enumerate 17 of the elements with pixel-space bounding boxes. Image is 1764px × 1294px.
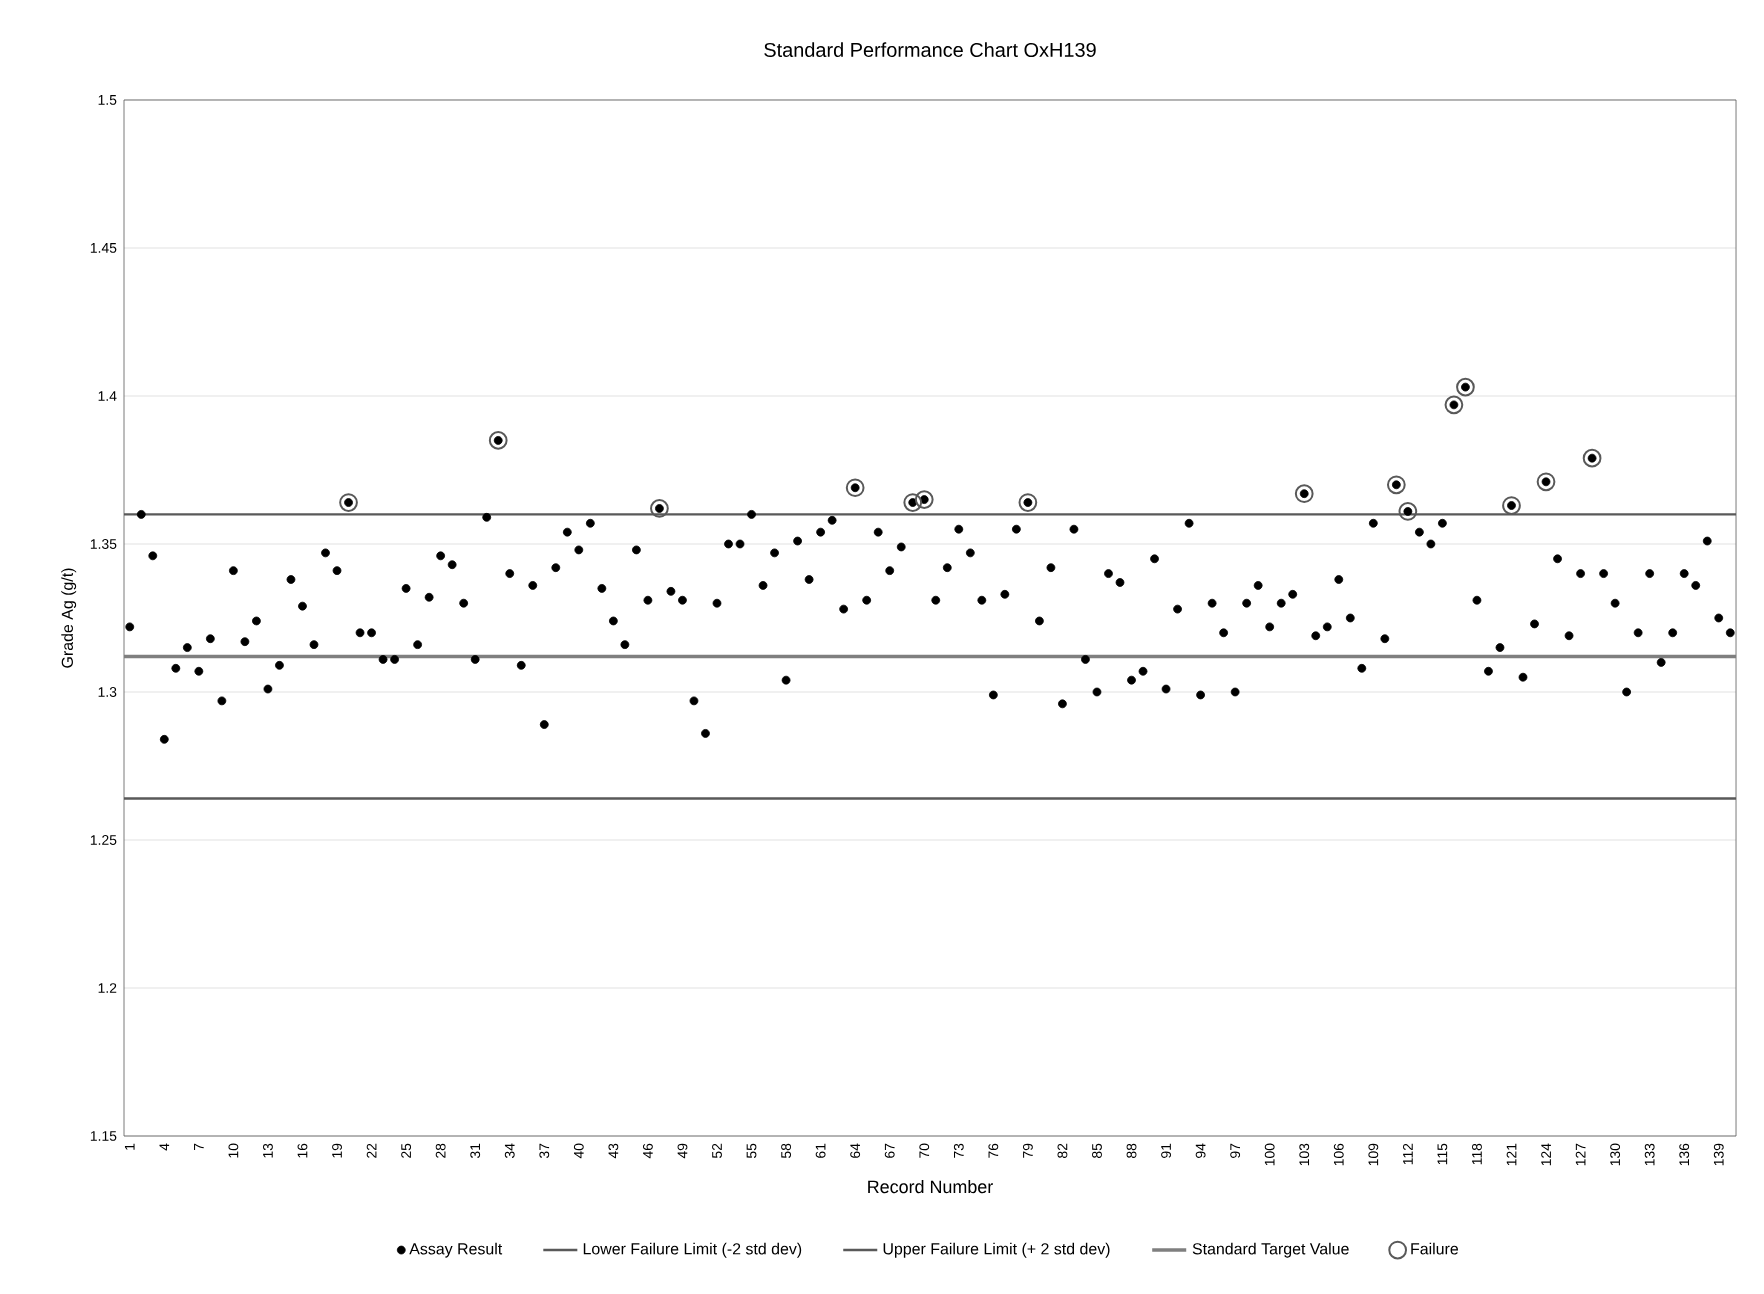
- point: [650, 499, 669, 518]
- point: [1536, 472, 1556, 492]
- point: [1582, 448, 1602, 468]
- point: [1294, 484, 1314, 504]
- point: [914, 490, 934, 509]
- point: [1386, 475, 1406, 495]
- point: [1398, 502, 1418, 521]
- point: [1456, 377, 1475, 397]
- point: [488, 431, 508, 450]
- point: [339, 493, 358, 512]
- point: [903, 493, 923, 512]
- x-axis-title: Record Number: [868, 1179, 993, 1194]
- point: [845, 478, 865, 498]
- point: [1502, 496, 1521, 515]
- chart-title: Standard Performance Chart OxH139: [764, 42, 1096, 57]
- point: [1018, 493, 1038, 512]
- point: [1444, 395, 1464, 415]
